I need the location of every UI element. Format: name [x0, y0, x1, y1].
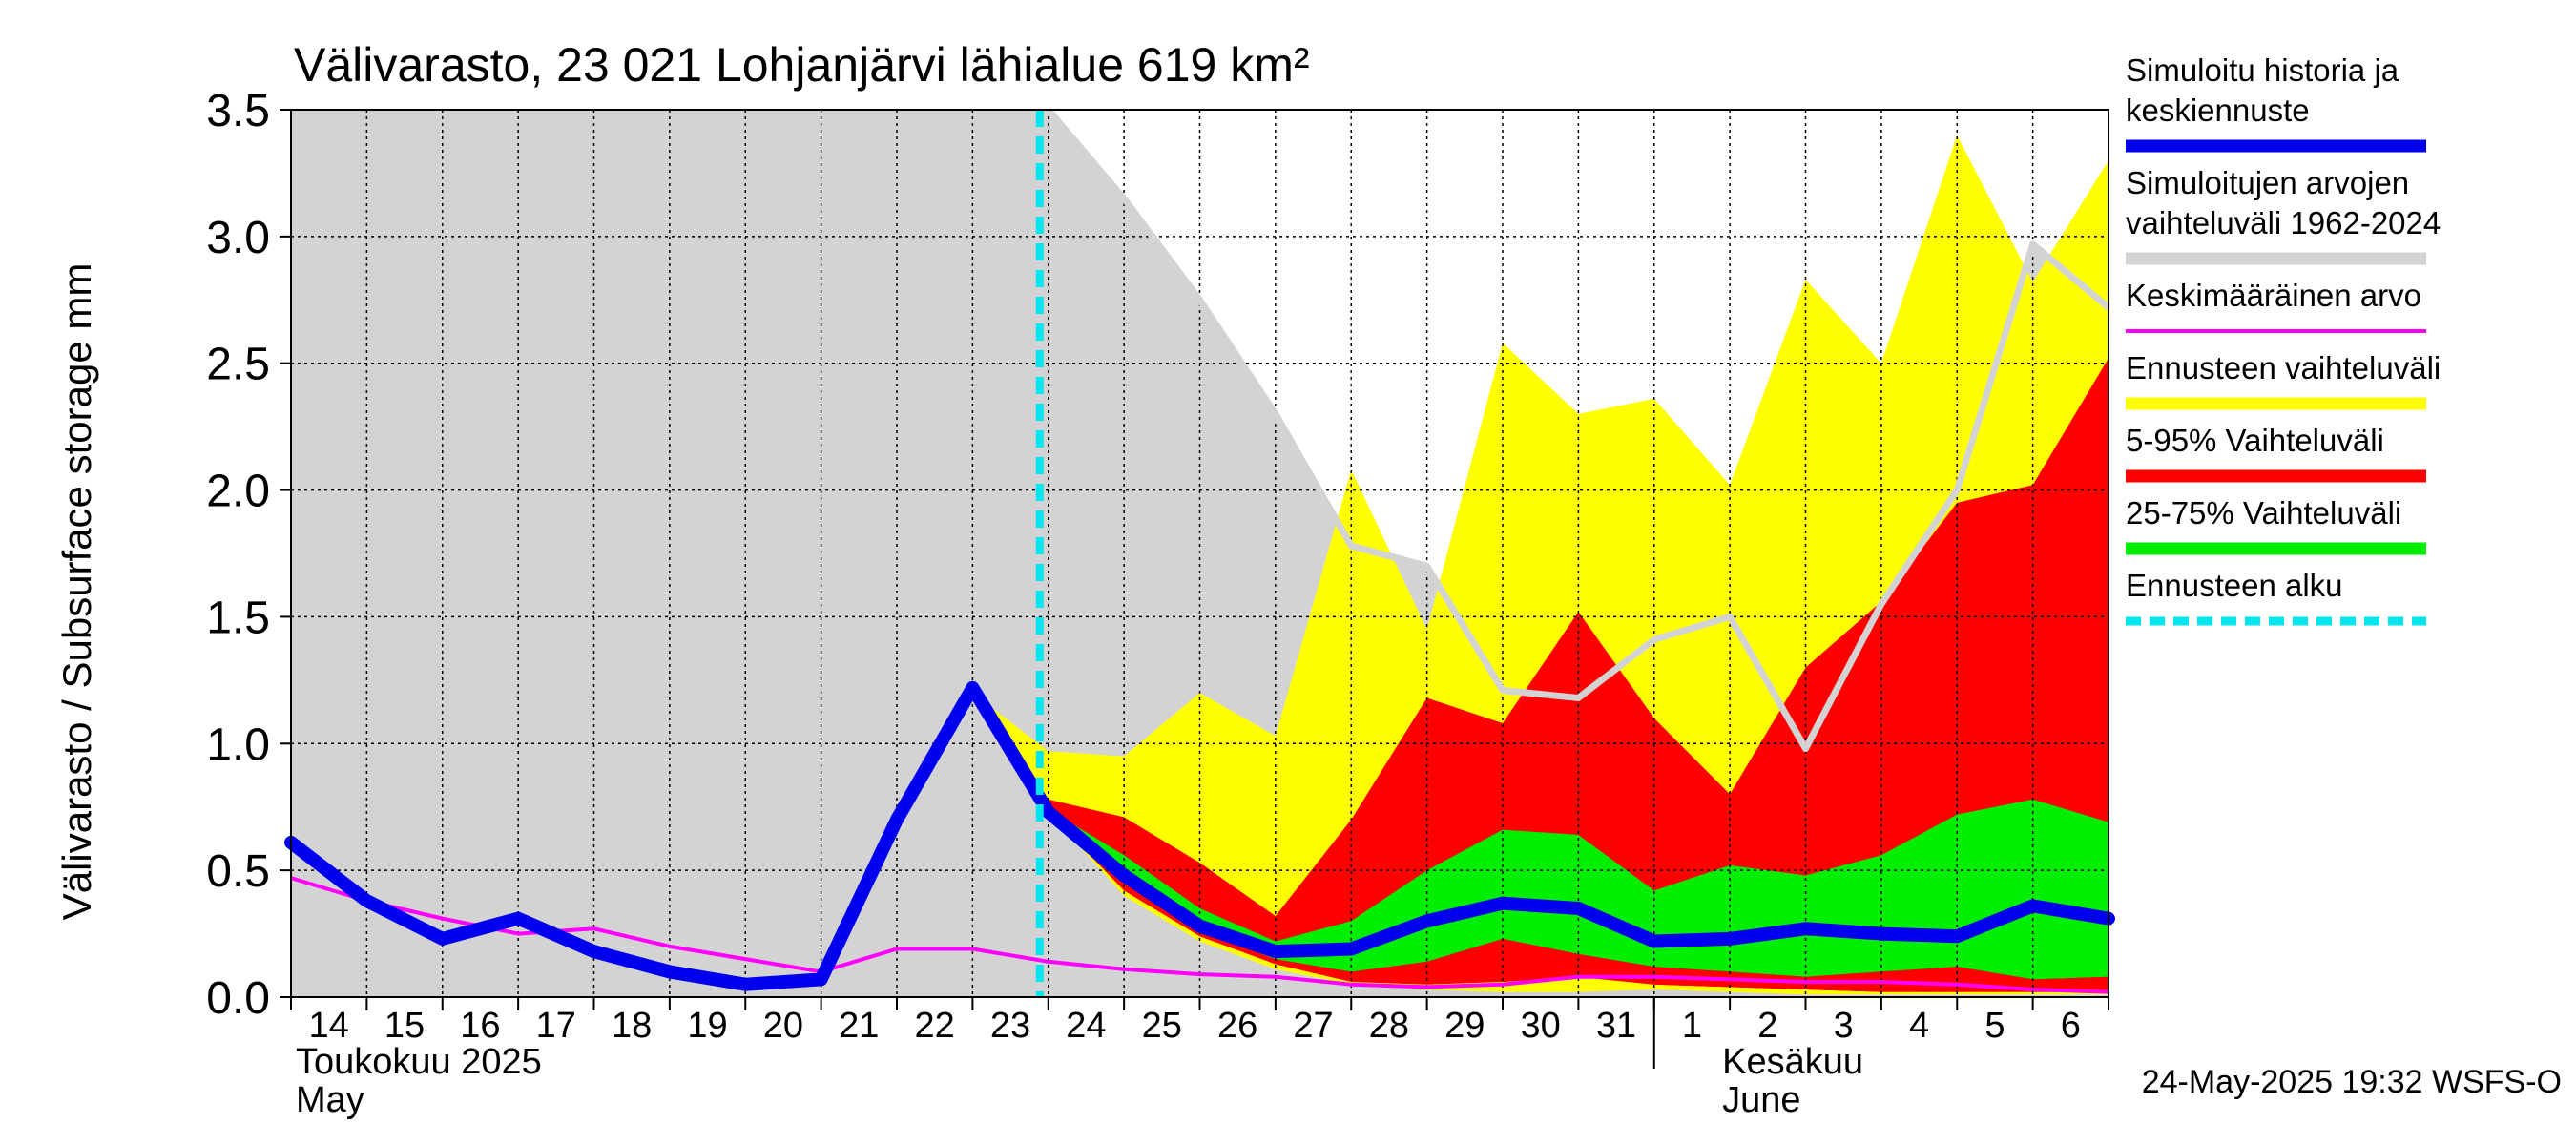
x-tick-label: 27 — [1293, 1006, 1333, 1046]
y-axis-label: Välivarasto / Subsurface storage mm — [54, 263, 99, 921]
legend-label: 5-95% Vaihteluväli — [2126, 423, 2384, 458]
y-tick-label: 1.0 — [206, 719, 270, 770]
p5-95-range-area — [1048, 358, 2109, 992]
x-tick-label: 14 — [309, 1006, 349, 1046]
plot-area — [284, 107, 2115, 998]
timestamp-footer: 24-May-2025 19:32 WSFS-O — [2142, 1064, 2562, 1100]
legend-label: vaihteluväli 1962-2024 — [2126, 205, 2441, 240]
x-tick-label: 25 — [1142, 1006, 1182, 1046]
x-tick-label: 22 — [915, 1006, 955, 1046]
y-tick-label: 2.0 — [206, 467, 270, 517]
x-tick-label: 26 — [1217, 1006, 1257, 1046]
chart-title: Välivarasto, 23 021 Lohjanjärvi lähialue… — [294, 38, 1310, 92]
x-tick-label: 6 — [2061, 1006, 2081, 1046]
x-tick-label: 21 — [839, 1006, 879, 1046]
x-tick-label: 20 — [763, 1006, 803, 1046]
legend: Simuloitu historia ja keskiennuste Simuloi… — [2126, 52, 2441, 626]
x-tick-label: 29 — [1444, 1006, 1485, 1046]
x-tick-label: 19 — [687, 1006, 727, 1046]
y-tick-label: 3.0 — [206, 213, 270, 263]
x-tick-label: 17 — [536, 1006, 576, 1046]
x-tick-label: 3 — [1834, 1006, 1854, 1046]
axes: 0.00.51.01.52.02.53.03.514 15 16 17 18 19 20 21… — [206, 86, 2109, 1120]
month-label-en: June — [1722, 1080, 1800, 1120]
x-tick-label: 23 — [990, 1006, 1030, 1046]
legend-label: Keskimääräinen arvo — [2126, 278, 2421, 313]
legend-label: Ennusteen alku — [2126, 568, 2343, 603]
y-tick-label: 0.0 — [206, 973, 270, 1024]
x-tick-label: 28 — [1369, 1006, 1409, 1046]
month-label-fi: Toukokuu 2025 — [296, 1042, 542, 1082]
x-tick-label: 31 — [1596, 1006, 1636, 1046]
month-label-en: May — [296, 1080, 364, 1120]
x-tick-label: 4 — [1909, 1006, 1929, 1046]
x-tick-label: 1 — [1682, 1006, 1702, 1046]
mean-value-line — [290, 876, 2109, 994]
y-tick-label: 0.5 — [206, 846, 270, 897]
legend-label: 25-75% Vaihteluväli — [2126, 495, 2401, 531]
legend-label: Ennusteen vaihteluväli — [2126, 350, 2441, 385]
x-tick-label: 24 — [1066, 1006, 1106, 1046]
x-tick-label: 5 — [1984, 1006, 2005, 1046]
legend-label: Simuloitu historia ja — [2126, 52, 2399, 88]
simulated-history-line — [284, 680, 2115, 991]
y-tick-label: 1.5 — [206, 593, 270, 643]
legend-label: Simuloitujen arvojen — [2126, 165, 2409, 200]
legend-label: keskiennuste — [2126, 93, 2310, 128]
month-label-fi: Kesäkuu — [1722, 1042, 1863, 1082]
y-tick-label: 3.5 — [206, 86, 270, 136]
x-tick-label: 15 — [384, 1006, 425, 1046]
x-tick-label: 16 — [460, 1006, 500, 1046]
x-tick-label: 18 — [612, 1006, 652, 1046]
x-tick-label: 30 — [1521, 1006, 1561, 1046]
y-tick-label: 2.5 — [206, 340, 270, 390]
historical-range-upper-line — [1046, 107, 2111, 753]
x-tick-label: 2 — [1757, 1006, 1777, 1046]
